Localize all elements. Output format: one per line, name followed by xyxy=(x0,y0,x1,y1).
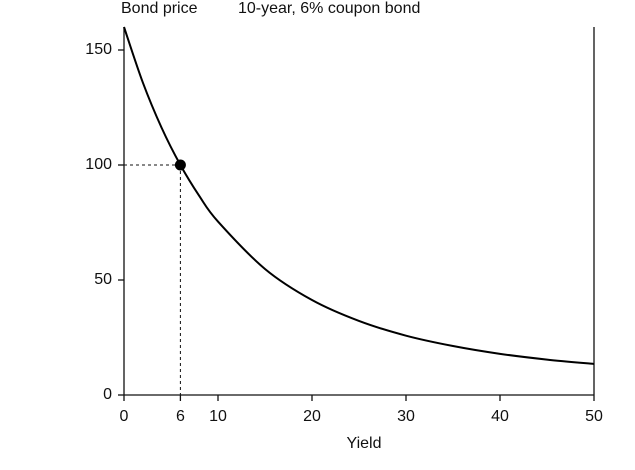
y-axis-label: Bond price xyxy=(121,0,198,17)
chart-title: 10-year, 6% coupon bond xyxy=(238,0,420,17)
x-tick-label: 40 xyxy=(491,408,509,425)
x-axis-label: Yield xyxy=(347,435,382,452)
x-tick-label: 20 xyxy=(303,408,321,425)
price-curve xyxy=(123,26,595,365)
y-tick-label: 50 xyxy=(94,271,112,288)
x-tick-label: 30 xyxy=(397,408,415,425)
highlight-point xyxy=(174,159,186,171)
x-tick-label: 0 xyxy=(120,408,129,425)
y-tick-label: 100 xyxy=(85,156,112,173)
x-tick-label: 10 xyxy=(209,408,227,425)
y-tick-label: 0 xyxy=(103,386,112,403)
x-tick-label: 50 xyxy=(585,408,603,425)
x-tick-label: 6 xyxy=(176,408,185,425)
y-tick-label: 150 xyxy=(85,41,112,58)
